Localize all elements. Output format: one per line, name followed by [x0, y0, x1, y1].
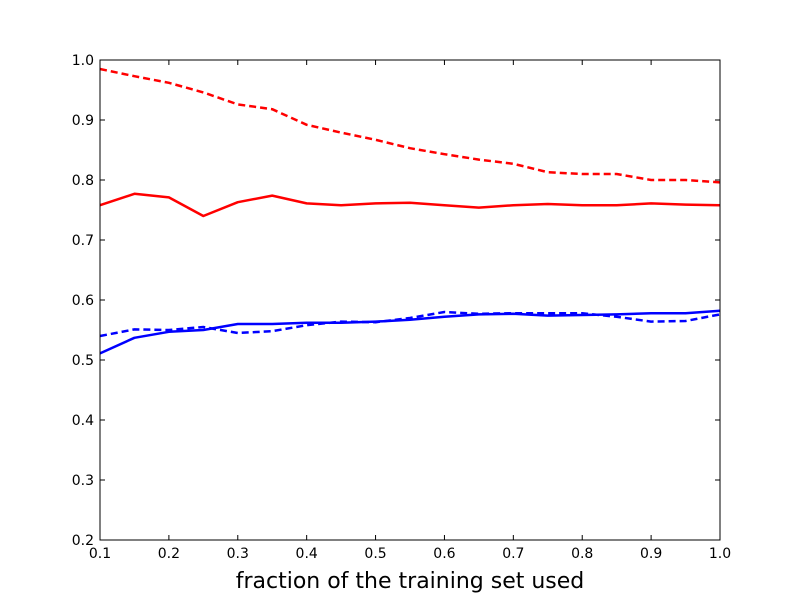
series-line-blue-dashed	[99, 310, 721, 338]
x-tick-label: 1.0	[709, 546, 731, 562]
x-tick-label: 0.9	[640, 546, 662, 562]
x-tick-label: 0.6	[433, 546, 455, 562]
y-tick-label: 0.9	[72, 113, 94, 129]
series-layer	[99, 67, 721, 355]
y-tick-label: 0.5	[72, 353, 94, 369]
y-tick-label: 1.0	[72, 53, 94, 69]
x-tick-label: 0.8	[571, 546, 593, 562]
series-line-red-solid	[99, 192, 721, 218]
y-tick-label: 0.8	[72, 173, 94, 189]
x-tick-label: 0.2	[158, 546, 180, 562]
series-line-blue-solid	[99, 309, 721, 355]
y-tick-label: 0.6	[72, 293, 94, 309]
y-tick-label: 0.3	[72, 473, 94, 489]
series-line-red-dashed	[99, 67, 721, 184]
y-tick-label: 0.4	[72, 413, 94, 429]
plot-area-background	[100, 60, 720, 540]
tick-layer: 0.1 0.2 0.3 0.4 0.5 0.6 0.7 0.8 0.9 1.00.20.30.40…	[72, 53, 731, 562]
x-tick-label: 0.4	[296, 546, 318, 562]
x-tick-label: 0.3	[227, 546, 249, 562]
y-tick-label: 0.2	[72, 533, 94, 549]
x-tick-label: 0.1	[89, 546, 111, 562]
x-tick-label: 0.5	[364, 546, 386, 562]
x-tick-label: 0.7	[502, 546, 524, 562]
x-axis-title: fraction of the training set used	[236, 569, 585, 594]
y-tick-label: 0.7	[72, 233, 94, 249]
